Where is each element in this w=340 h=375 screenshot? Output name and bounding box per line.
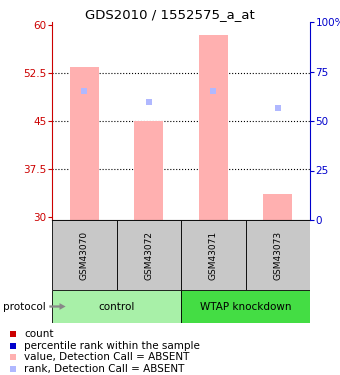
Text: percentile rank within the sample: percentile rank within the sample [24,340,200,351]
Bar [52,290,181,323]
Bar [52,220,117,290]
Bar [263,195,292,220]
Text: WTAP knockdown: WTAP knockdown [200,302,291,312]
Bar [70,67,99,220]
Text: rank, Detection Call = ABSENT: rank, Detection Call = ABSENT [24,364,184,374]
Bar [10,366,16,372]
Bar [181,220,245,290]
Text: control: control [98,302,135,312]
Bar [134,121,163,220]
Text: GDS2010 / 1552575_a_at: GDS2010 / 1552575_a_at [85,8,255,21]
Bar [10,354,16,360]
Bar [245,220,310,290]
Bar [199,35,228,220]
Bar [10,331,16,337]
Text: GSM43071: GSM43071 [209,230,218,280]
Text: GSM43070: GSM43070 [80,230,89,280]
Bar [181,290,310,323]
Text: GSM43072: GSM43072 [144,231,153,279]
Text: value, Detection Call = ABSENT: value, Detection Call = ABSENT [24,352,189,362]
Text: protocol: protocol [3,302,46,312]
Bar [117,220,181,290]
Text: count: count [24,329,53,339]
Bar [10,343,16,349]
Text: GSM43073: GSM43073 [273,230,282,280]
